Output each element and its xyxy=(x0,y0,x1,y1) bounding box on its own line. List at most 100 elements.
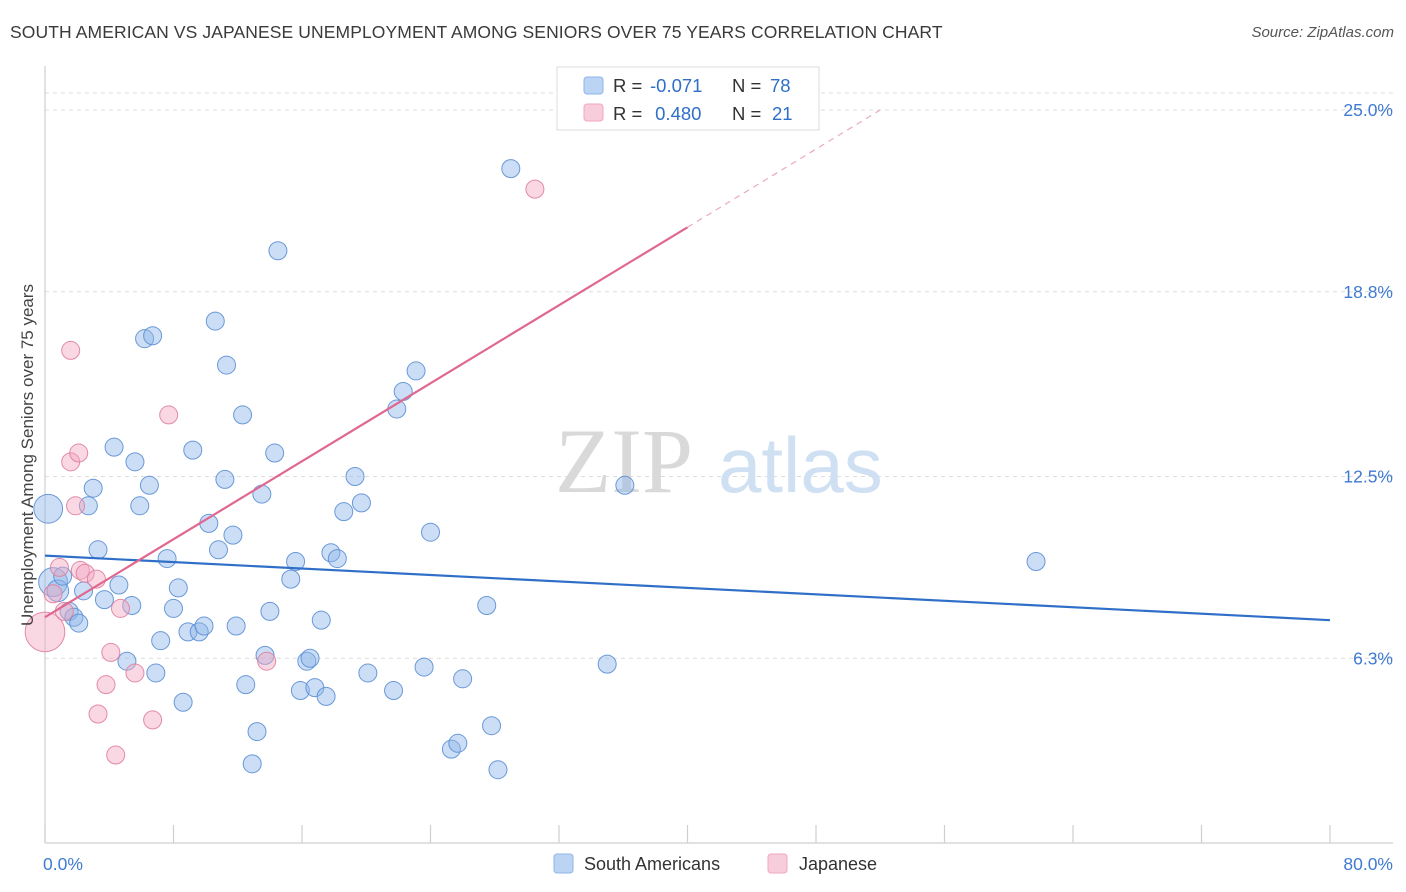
stats-r-value: -0.071 xyxy=(650,75,702,96)
point-japanese xyxy=(75,563,95,583)
trend-south-americans xyxy=(44,554,1331,622)
stats-n-value: 21 xyxy=(772,103,793,124)
point-south-americans xyxy=(164,598,183,618)
y-axis-label: Unemployment Among Seniors over 75 years xyxy=(18,284,37,626)
y-tick-label: 6.3% xyxy=(1353,648,1393,668)
point-south-americans xyxy=(351,493,371,513)
point-south-americans xyxy=(421,522,440,542)
watermark-zip: ZIP xyxy=(555,410,693,512)
legend-label-japanese: Japanese xyxy=(799,854,877,874)
point-south-americans xyxy=(265,443,285,463)
point-south-americans xyxy=(233,405,253,425)
point-south-americans xyxy=(215,469,235,489)
point-south-americans xyxy=(104,437,124,457)
stats-row-japanese: R = 0.480 N = 21 xyxy=(583,103,793,124)
data-points xyxy=(24,159,1046,780)
point-south-americans xyxy=(122,596,142,616)
point-south-americans xyxy=(311,610,331,630)
point-south-americans xyxy=(69,613,89,633)
point-south-americans xyxy=(117,651,137,671)
point-south-americans xyxy=(38,567,68,597)
point-south-americans xyxy=(252,484,272,504)
point-south-americans xyxy=(501,159,521,179)
chart-title: SOUTH AMERICAN VS JAPANESE UNEMPLOYMENT … xyxy=(10,22,943,42)
point-south-americans xyxy=(139,475,159,495)
point-south-americans xyxy=(286,552,306,572)
point-japanese xyxy=(88,704,108,724)
point-japanese xyxy=(257,651,277,671)
trend-japanese-extension xyxy=(687,109,881,228)
point-japanese xyxy=(49,557,69,577)
point-south-americans xyxy=(488,760,508,780)
stats-row-south-americans: R = -0.071 N = 78 xyxy=(583,75,791,96)
point-japanese xyxy=(110,598,130,618)
x-tick-label: 80.0% xyxy=(1343,854,1393,874)
axes xyxy=(44,66,1393,844)
point-japanese xyxy=(69,443,89,463)
watermark-atlas: atlas xyxy=(718,421,883,509)
point-south-americans xyxy=(208,540,228,560)
y-tick-label: 25.0% xyxy=(1343,100,1393,120)
point-south-americans xyxy=(125,452,145,472)
point-japanese xyxy=(125,663,145,683)
point-south-americans xyxy=(168,578,188,598)
point-south-americans xyxy=(94,590,114,610)
point-south-americans xyxy=(615,475,635,495)
point-south-americans xyxy=(477,596,497,616)
point-south-americans xyxy=(173,692,193,712)
y-tick-label: 18.8% xyxy=(1343,282,1393,302)
y-tick-label: 12.5% xyxy=(1343,466,1393,486)
point-south-americans xyxy=(33,493,64,524)
point-south-americans xyxy=(297,651,317,671)
point-south-americans xyxy=(205,311,225,331)
stats-legend: R = -0.071 N = 78 R = 0.480 N = 21 xyxy=(556,66,820,131)
tick-labels: 6.3% 12.5% 18.8% 25.0% 0.0% 80.0% xyxy=(43,100,1393,874)
point-south-americans xyxy=(109,575,129,595)
stats-r-label: R = xyxy=(613,75,642,96)
stats-n-value: 78 xyxy=(770,75,791,96)
point-japanese xyxy=(96,675,116,695)
point-south-americans xyxy=(226,616,246,636)
point-japanese xyxy=(159,405,179,425)
point-south-americans xyxy=(236,675,256,695)
point-japanese xyxy=(24,611,66,653)
point-south-americans xyxy=(414,657,434,677)
x-tick-label: 0.0% xyxy=(43,854,83,874)
point-japanese xyxy=(66,496,86,516)
point-south-americans xyxy=(290,681,310,701)
stats-swatch-south-americans xyxy=(583,76,604,95)
stats-n-label: N = xyxy=(732,75,761,96)
gridlines xyxy=(45,92,1393,659)
legend-swatch-south-americans xyxy=(553,853,574,874)
point-south-americans xyxy=(146,663,166,683)
source-label: Source: ZipAtlas.com xyxy=(1251,24,1394,41)
stats-n-label: N = xyxy=(732,103,761,124)
point-south-americans xyxy=(406,361,426,381)
point-south-americans xyxy=(334,502,354,522)
point-south-americans xyxy=(300,648,320,668)
point-south-americans xyxy=(242,754,262,774)
point-south-americans xyxy=(130,496,150,516)
trend-lines xyxy=(44,109,1331,622)
point-south-americans xyxy=(1026,552,1046,572)
stats-r-value: 0.480 xyxy=(650,103,701,124)
point-south-americans xyxy=(453,669,473,689)
point-south-americans xyxy=(482,716,502,736)
point-japanese xyxy=(143,710,163,730)
legend-label-south-americans: South Americans xyxy=(584,854,720,874)
stats-swatch-japanese xyxy=(583,103,604,122)
point-south-americans xyxy=(268,241,288,261)
point-south-americans xyxy=(260,601,280,621)
point-south-americans xyxy=(143,326,163,346)
point-south-americans xyxy=(88,540,108,560)
point-south-americans xyxy=(358,663,378,683)
point-south-americans xyxy=(183,440,203,460)
point-south-americans xyxy=(393,381,413,401)
point-japanese xyxy=(106,745,126,765)
point-south-americans xyxy=(327,549,347,569)
point-south-americans xyxy=(316,686,336,706)
point-south-americans xyxy=(223,525,243,545)
series-legend: South Americans Japanese xyxy=(553,853,877,874)
point-japanese xyxy=(101,642,121,662)
